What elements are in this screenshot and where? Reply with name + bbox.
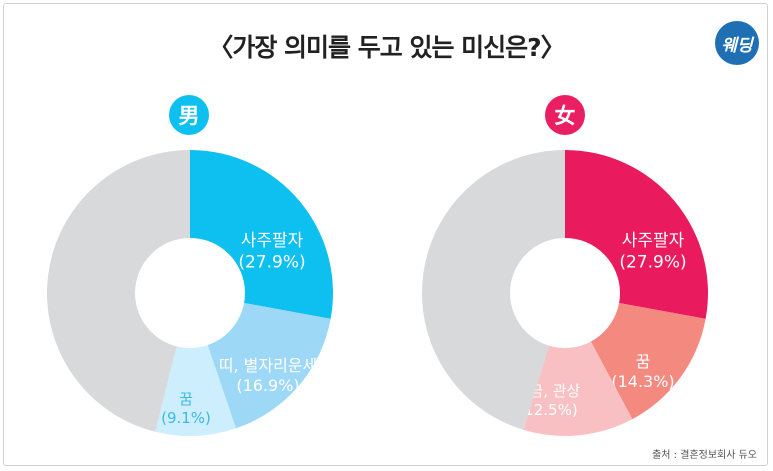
slice-value: (9.1%): [161, 409, 211, 427]
slice-label: 꿈 (9.1%): [161, 390, 211, 427]
chart-title: 〈가장 의미를 두고 있는 미신은?〉: [208, 33, 565, 62]
female-badge: 女: [545, 95, 585, 135]
slice-label: 사주팔자 (27.9%): [619, 231, 686, 272]
donut-slice: [47, 150, 190, 432]
male-donut-chart: 사주팔자 (27.9%)띠, 별자리운세 (16.9%)꿈 (9.1%): [47, 150, 333, 436]
brand-logo: 웨딩: [715, 21, 759, 65]
slice-label: 사주팔자 (27.9%): [238, 231, 305, 272]
slice-value: (16.9%): [236, 376, 299, 395]
slice-name: 사주팔자: [241, 231, 304, 251]
donut-slice: [422, 150, 565, 430]
slice-label: 띠, 별자리운세 (16.9%): [219, 356, 318, 395]
slice-label: 꿈 (14.3%): [611, 352, 674, 391]
donut-hole: [135, 238, 245, 348]
source-note: 출처 : 결혼정보회사 듀오: [652, 450, 757, 461]
slice-value: (12.5%): [518, 401, 577, 419]
slice-name: 띠, 별자리운세: [219, 356, 318, 375]
slice-value: (14.3%): [611, 372, 674, 391]
slice-name: 꿈: [179, 390, 193, 408]
slice-name: 꿈: [636, 352, 651, 371]
donut-slice: [155, 293, 236, 436]
female-donut-chart: 사주팔자 (27.9%)꿈 (14.3%)손금, 관상 (12.5%): [422, 150, 709, 436]
slice-value: (27.9%): [238, 252, 305, 272]
donut-hole: [510, 238, 620, 348]
donut-slice: [523, 293, 633, 436]
slice-name: 사주팔자: [622, 231, 685, 251]
slice-value: (27.9%): [619, 252, 686, 272]
male-badge: 男: [169, 95, 209, 135]
